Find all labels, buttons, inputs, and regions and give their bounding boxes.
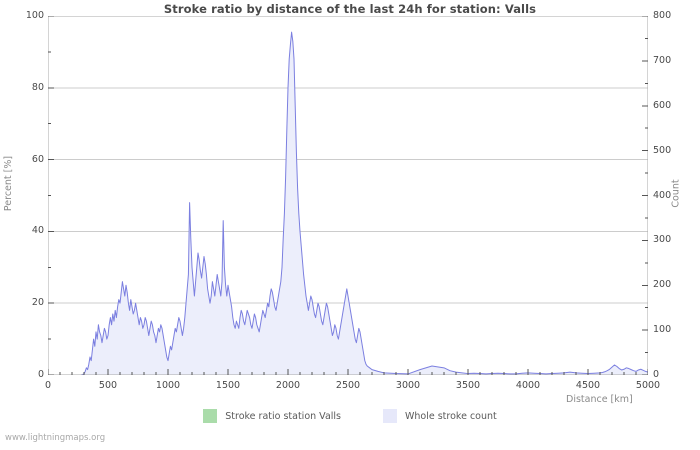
y-axis-tick-left: 80: [31, 81, 44, 93]
y-axis-tick-right: 0: [653, 369, 660, 380]
y-axis-tick-right: 600: [653, 99, 672, 111]
x-axis-tick: 3000: [395, 380, 421, 391]
y-axis-tick-right: 200: [653, 279, 672, 291]
legend-label: Whole stroke count: [405, 410, 497, 422]
series-layer: [48, 31, 649, 376]
legend-whole-stroke-count-swatch-icon: [383, 409, 397, 423]
y-axis-tick-left: 100: [25, 10, 44, 21]
y-axis-tick-right: 700: [653, 54, 672, 66]
y-axis-tick-left: 40: [31, 225, 44, 237]
y-axis-tick-left: 60: [31, 153, 44, 165]
chart-title: Stroke ratio by distance of the last 24h…: [163, 2, 537, 16]
footer-watermark: www.lightningmaps.org: [5, 433, 106, 443]
y-axis-tick-right: 400: [653, 189, 672, 201]
x-axis-tick: 3500: [455, 380, 481, 391]
legend-label: Stroke ratio station Valls: [225, 410, 341, 422]
y-axis-tick-right: 100: [653, 324, 672, 336]
legend-item[interactable]: Whole stroke count: [383, 409, 497, 423]
y-axis-tick-right: 500: [653, 144, 672, 156]
y-axis-tick-right: 800: [653, 10, 672, 21]
chart-plot-svg: [47, 15, 649, 376]
x-axis-tick: 2000: [275, 380, 301, 391]
x-axis-tick: 4000: [515, 380, 541, 391]
legend-item[interactable]: Stroke ratio station Valls: [203, 409, 341, 423]
x-axis-tick: 500: [98, 380, 118, 391]
legend-stroke-ratio-station-swatch-icon: [203, 409, 218, 423]
y-axis-tick-left: 20: [31, 297, 44, 309]
gridlines: [48, 15, 648, 304]
y-axis-tick-right: 300: [653, 234, 672, 246]
chart-legend: Stroke ratio station Valls Whole stroke …: [0, 409, 700, 423]
x-axis-label: Distance [km]: [566, 394, 633, 405]
x-axis-tick: 0: [44, 380, 52, 391]
x-axis-tick: 2500: [335, 380, 361, 391]
plot-area: [47, 15, 649, 376]
y-axis-tick-left: 0: [37, 369, 44, 380]
x-axis-tick: 1500: [215, 380, 241, 391]
x-axis-tick: 1000: [155, 380, 181, 391]
x-axis-tick: 5000: [635, 380, 661, 391]
x-axis-tick: 4500: [575, 380, 601, 391]
